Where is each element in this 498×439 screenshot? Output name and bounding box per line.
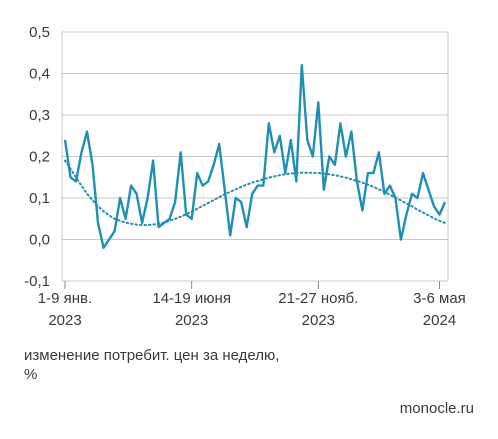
y-axis-ticks: -0,1 0,0 0,1 0,2 0,3 0,4 0,5 [24,24,50,290]
x-tick-year-label: 2024 [423,312,456,329]
chart: -0,1 0,0 0,1 0,2 0,3 0,4 0,5 1-9 янв. 2023 14-19… [24,24,466,329]
weekly-cpi-line [63,63,447,250]
y-tick-label: 0,2 [29,149,50,166]
x-tick-label: 3-6 мая [413,290,466,307]
x-tick-label: 1-9 янв. [38,290,92,307]
x-tick-year-label: 2023 [302,312,335,329]
x-tick-label: 21-27 нояб. [278,290,358,307]
x-tick-year-label: 2023 [48,312,81,329]
grid [62,31,448,282]
y-tick-label: 0,4 [29,66,50,83]
x-tick-year-label: 2023 [175,312,208,329]
caption-line-1: изменение потребит. цен за неделю, [24,347,280,364]
x-axis: 1-9 янв. 2023 14-19 июня 2023 21-27 нояб. 202… [38,32,466,329]
trend-line [64,159,446,226]
y-tick-label: 0,0 [29,232,50,249]
y-tick-label: 0,1 [29,190,50,207]
series-layer [63,63,447,250]
y-tick-label: 0,5 [29,24,50,41]
y-tick-label: -0,1 [24,273,50,290]
source-label: monocle.ru [399,400,474,417]
caption-line-2: % [24,366,38,383]
x-tick-label: 14-19 июня [152,290,231,307]
chart-caption: изменение потребит. цен за неделю, % [24,346,354,384]
y-tick-label: 0,3 [29,107,50,124]
